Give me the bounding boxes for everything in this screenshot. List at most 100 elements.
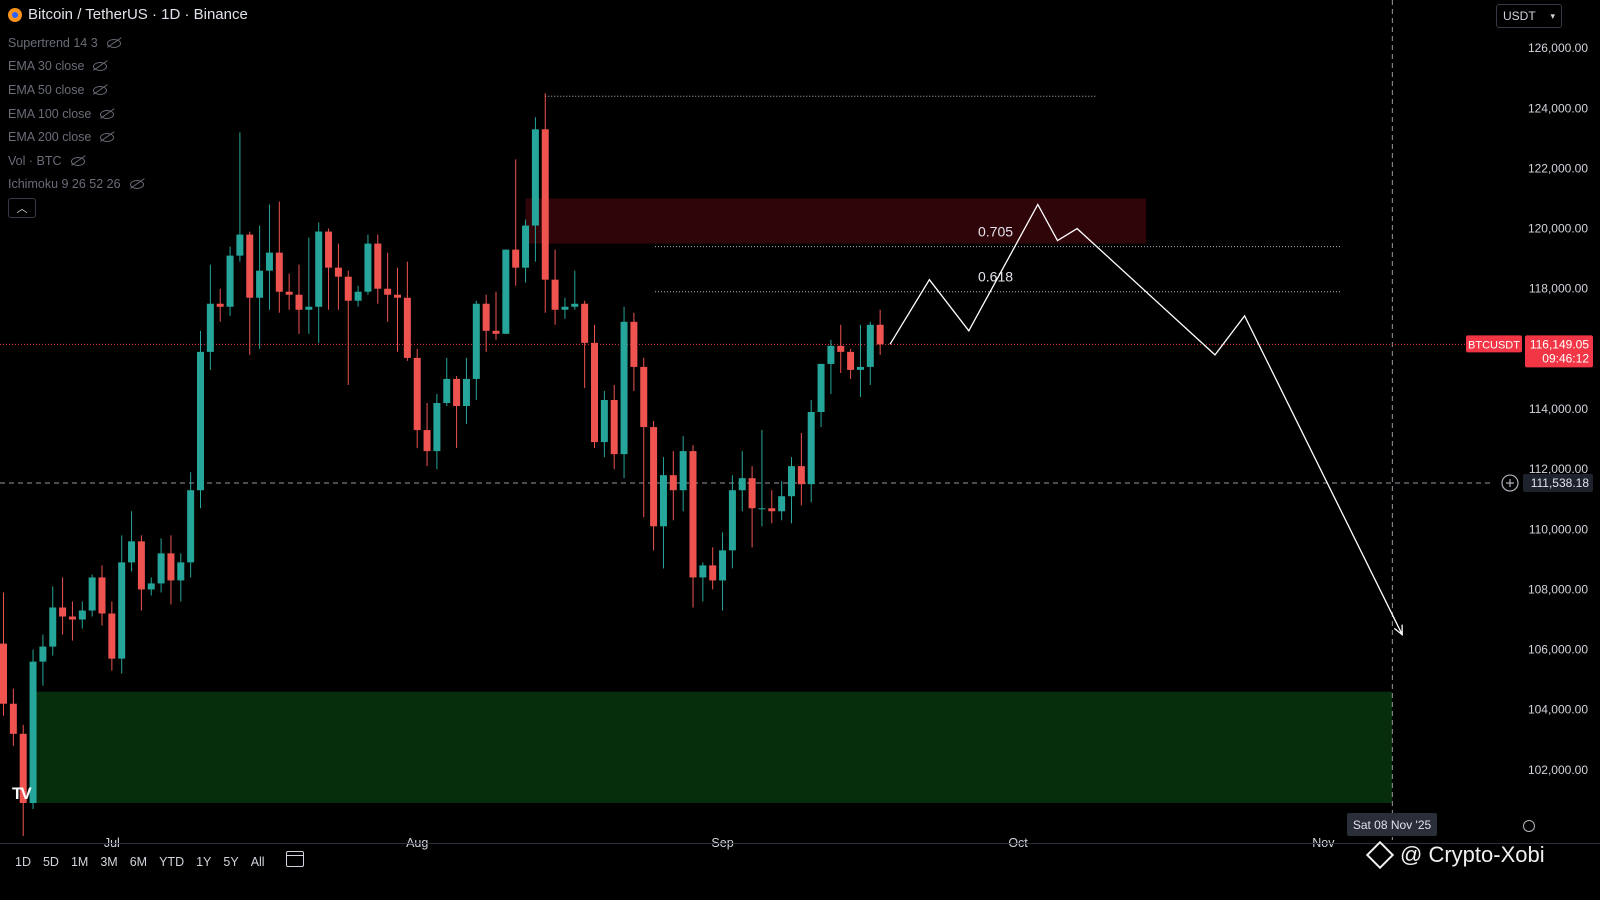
candle[interactable] (758, 430, 766, 527)
symbol-title[interactable]: Bitcoin / TetherUS · 1D · Binance (28, 6, 248, 23)
eye-hidden-icon[interactable] (70, 155, 86, 167)
candle[interactable] (187, 472, 195, 578)
timeframe-1d[interactable]: 1D (15, 854, 31, 869)
candle[interactable] (748, 466, 756, 548)
candle[interactable] (541, 93, 549, 313)
candle[interactable] (167, 535, 175, 605)
candle[interactable] (29, 649, 37, 809)
candle[interactable] (128, 511, 136, 572)
timeframe-5y[interactable]: 5Y (223, 854, 239, 869)
candle[interactable] (462, 357, 470, 425)
candle[interactable] (827, 339, 835, 394)
indicator-supertrend[interactable]: Supertrend 14 3 (8, 31, 145, 55)
candle[interactable] (275, 201, 283, 313)
timeframe-1y[interactable]: 1Y (196, 854, 212, 869)
candle[interactable] (768, 490, 776, 524)
eye-hidden-icon[interactable] (129, 178, 145, 190)
candle[interactable] (98, 565, 106, 626)
candle[interactable] (295, 264, 303, 334)
timeframe-all[interactable]: All (250, 854, 265, 869)
candle[interactable] (492, 291, 500, 340)
candle[interactable] (0, 592, 7, 716)
indicator-ema-100[interactable]: EMA 100 close (8, 102, 145, 126)
collapse-indicators-button[interactable]: ︿ (8, 198, 36, 218)
candle[interactable] (108, 601, 116, 671)
candle[interactable] (699, 562, 707, 602)
candle[interactable] (738, 451, 746, 512)
indicator-volume[interactable]: Vol · BTC (8, 149, 145, 173)
candle[interactable] (226, 246, 234, 316)
timeframe-3m[interactable]: 3M (100, 854, 118, 869)
candle[interactable] (669, 451, 677, 521)
candle[interactable] (778, 481, 786, 521)
candle[interactable] (118, 535, 126, 674)
candle[interactable] (49, 586, 57, 656)
candle[interactable] (197, 330, 204, 509)
support-zone[interactable] (33, 691, 1393, 803)
candle[interactable] (147, 577, 155, 596)
calendar-goto-date-icon[interactable] (286, 851, 304, 867)
candle[interactable] (453, 375, 461, 449)
candle[interactable] (788, 457, 795, 524)
candle[interactable] (325, 228, 333, 310)
candle[interactable] (640, 357, 648, 518)
candle[interactable] (305, 237, 313, 334)
candle[interactable] (600, 390, 608, 458)
candle[interactable] (807, 399, 815, 503)
indicator-ichimoku[interactable]: Ichimoku 9 26 52 26 (8, 173, 145, 197)
candle[interactable] (206, 264, 214, 370)
candle[interactable] (246, 231, 254, 355)
candle[interactable] (876, 309, 884, 355)
candle[interactable] (502, 249, 510, 334)
candle[interactable] (610, 384, 618, 470)
candle[interactable] (482, 294, 490, 352)
candle[interactable] (581, 300, 589, 388)
indicator-ema-200[interactable]: EMA 200 close (8, 125, 145, 149)
candle[interactable] (719, 532, 727, 611)
candle[interactable] (315, 222, 323, 343)
candle[interactable] (19, 724, 27, 837)
candle[interactable] (265, 204, 273, 310)
projection-path[interactable] (889, 203, 1403, 635)
candle[interactable] (679, 436, 687, 512)
candle[interactable] (137, 535, 145, 611)
candle[interactable] (364, 234, 372, 295)
timeframe-1m[interactable]: 1M (70, 854, 89, 869)
candle[interactable] (472, 300, 480, 400)
candle[interactable] (236, 132, 244, 262)
candle[interactable] (837, 324, 845, 373)
add-alert-plus-icon[interactable] (1501, 474, 1519, 492)
candle[interactable] (551, 249, 559, 325)
candle[interactable] (659, 457, 667, 569)
candle[interactable] (344, 270, 352, 385)
candle[interactable] (709, 547, 717, 590)
candle[interactable] (334, 243, 342, 310)
candle[interactable] (354, 285, 362, 307)
currency-select[interactable]: USDT ▾ (1496, 4, 1562, 28)
candle[interactable] (817, 363, 825, 428)
eye-hidden-icon[interactable] (106, 37, 122, 49)
candle[interactable] (531, 117, 539, 262)
candle[interactable] (630, 312, 638, 391)
candle[interactable] (256, 225, 264, 349)
candle[interactable] (384, 252, 392, 322)
eye-hidden-icon[interactable] (99, 108, 115, 120)
candle[interactable] (433, 393, 441, 470)
timeframe-ytd[interactable]: YTD (159, 854, 185, 869)
candle[interactable] (728, 475, 736, 569)
candle[interactable] (689, 445, 697, 608)
candle[interactable] (856, 324, 864, 397)
candle[interactable] (512, 159, 520, 286)
eye-hidden-icon[interactable] (92, 84, 108, 96)
candle[interactable] (413, 348, 421, 449)
candle[interactable] (374, 234, 382, 304)
candle[interactable] (157, 538, 165, 593)
timeframe-6m[interactable]: 6M (129, 854, 148, 869)
candle[interactable] (68, 601, 76, 641)
candle[interactable] (59, 577, 67, 635)
candle[interactable] (88, 574, 96, 617)
eye-hidden-icon[interactable] (99, 131, 115, 143)
candle[interactable] (866, 321, 874, 385)
candle[interactable] (216, 288, 224, 322)
